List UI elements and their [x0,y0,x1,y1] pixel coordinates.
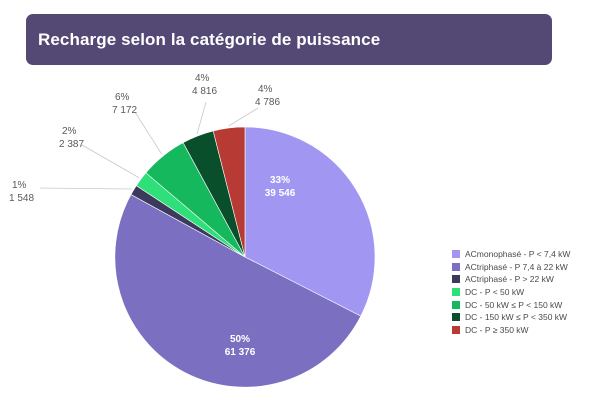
legend-swatch [452,300,460,309]
legend-label: ACmonophasé - P < 7,4 kW [465,249,571,260]
pie-slice [212,126,246,258]
slice-percent-label: 1% [12,180,27,191]
slice-value-label: 2 387 [59,139,84,150]
slice-percent-label: 6% [115,92,130,103]
legend-swatch [452,288,460,297]
legend-item: ACtriphasé - P > 22 kW [452,273,570,286]
slice-percent-label: 33% [270,175,290,186]
legend-item: ACmonophasé - P < 7,4 kW [452,248,570,261]
legend-label: DC - P ≥ 350 kW [465,324,529,335]
leader-line [81,144,140,179]
slice-value-label: 4 786 [255,97,280,108]
pie-slice [114,194,362,388]
legend-swatch [452,325,460,334]
legend-label: ACtriphasé - P 7,4 à 22 kW [465,261,568,272]
slice-percent-label: 4% [258,84,273,95]
leader-line [196,101,207,135]
legend-swatch [452,250,460,259]
title-banner: Recharge selon la catégorie de puissance [26,14,552,65]
slice-value-label: 1 548 [9,193,34,204]
legend-swatch [452,275,460,284]
leader-line [134,111,163,155]
legend-swatch [452,262,460,271]
legend-label: ACtriphasé - P > 22 kW [465,274,554,285]
slice-value-label: 39 546 [265,188,296,199]
leader-line [39,187,132,190]
legend-label: DC - P < 50 kW [465,287,525,298]
legend-item: DC - P < 50 kW [452,286,570,299]
legend-label: DC - 50 kW ≤ P < 150 kW [465,299,563,310]
slice-value-label: 4 816 [192,86,217,97]
legend-item: DC - 50 kW ≤ P < 150 kW [452,298,570,311]
slice-value-label: 61 376 [225,347,256,358]
slice-percent-label: 2% [62,126,77,137]
leader-line [228,107,259,127]
legend-label: DC - 150 kW ≤ P < 350 kW [465,312,568,323]
slice-percent-label: 4% [195,73,210,84]
slice-value-label: 7 172 [112,105,137,116]
legend-item: ACtriphasé - P 7,4 à 22 kW [452,261,570,274]
chart-legend: ACmonophasé - P < 7,4 kW ACtriphasé - P 7… [452,248,570,336]
legend-item: DC - P ≥ 350 kW [452,324,570,337]
legend-item: DC - 150 kW ≤ P < 350 kW [452,311,570,324]
slice-percent-label: 50% [230,334,250,345]
pie-slice [244,126,376,317]
legend-swatch [452,313,460,322]
chart-title: Recharge selon la catégorie de puissance [38,29,381,49]
